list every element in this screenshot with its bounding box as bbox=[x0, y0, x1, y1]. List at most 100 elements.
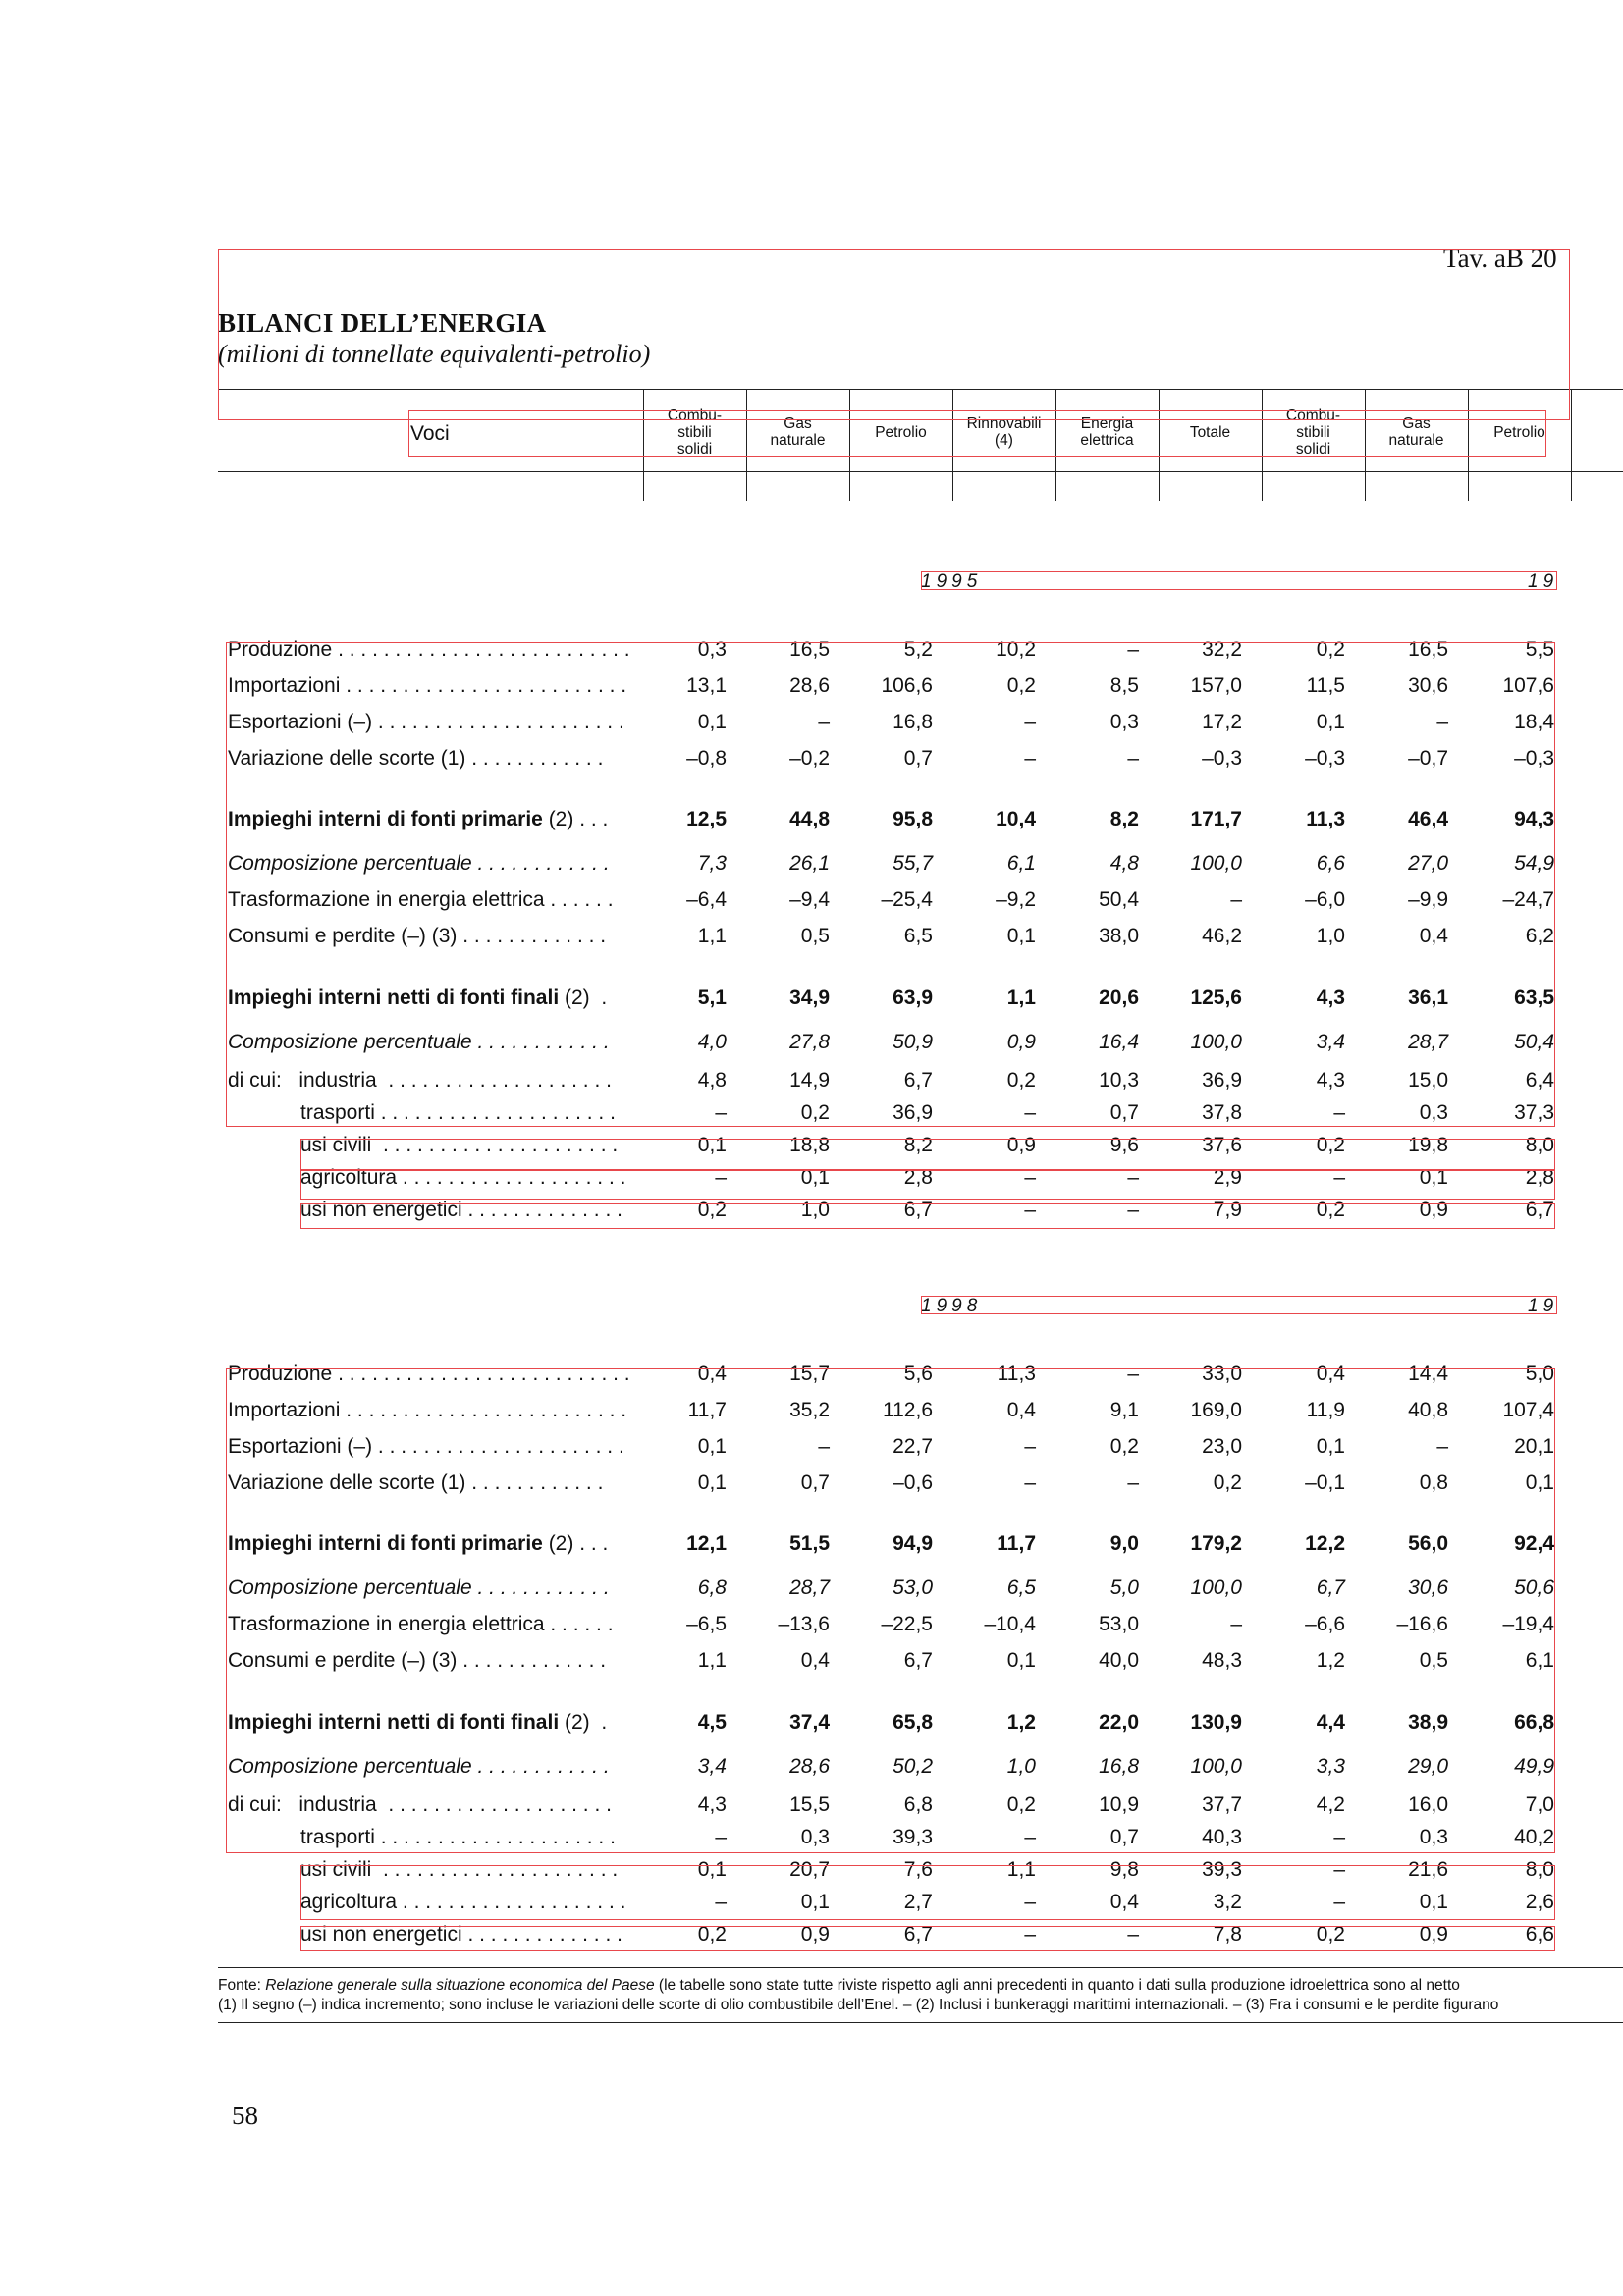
table-cell: 32,2 bbox=[1202, 638, 1242, 661]
region-box-row bbox=[300, 1139, 1555, 1170]
table-cell: – bbox=[1127, 1362, 1139, 1385]
table-cell: – bbox=[1333, 1166, 1345, 1189]
table-cell: 0,3 bbox=[697, 638, 727, 661]
table-cell: 6,7 bbox=[1316, 1576, 1345, 1599]
table-cell: 22,7 bbox=[893, 1435, 933, 1458]
table-cell: – bbox=[1436, 711, 1448, 733]
table-cell: 7,3 bbox=[697, 852, 727, 875]
row-label-leader: . . . . . . . . . . . . bbox=[471, 1031, 610, 1053]
table-cell: 3,3 bbox=[1316, 1755, 1345, 1778]
table-cell: 6,8 bbox=[697, 1576, 727, 1599]
table-cell: 8,0 bbox=[1525, 1858, 1554, 1881]
row-label-text: Impieghi interni di fonti primarie bbox=[228, 1532, 543, 1555]
table-cell: 11,9 bbox=[1306, 1399, 1345, 1421]
column-divider bbox=[1468, 389, 1469, 501]
row-label-text: Importazioni bbox=[228, 1399, 341, 1421]
table-cell: – bbox=[1127, 1471, 1139, 1494]
table-cell: 36,9 bbox=[1202, 1069, 1242, 1092]
table-cell: 0,2 bbox=[1006, 674, 1036, 697]
row-label-leader: . . . . . . . . . . . . . . . . . . . . … bbox=[332, 638, 630, 661]
table-cell: – bbox=[1024, 1826, 1036, 1848]
row-label: Importazioni . . . . . . . . . . . . . .… bbox=[228, 1399, 630, 1422]
table-cell: 4,3 bbox=[1316, 1069, 1345, 1092]
table-cell: 39,3 bbox=[1202, 1858, 1242, 1881]
table-cell: 11,3 bbox=[997, 1362, 1036, 1385]
table-cell: 0,1 bbox=[1316, 711, 1345, 733]
table-cell: –22,5 bbox=[881, 1613, 933, 1635]
column-divider bbox=[952, 389, 953, 501]
row-label: Esportazioni (–) . . . . . . . . . . . .… bbox=[228, 711, 630, 734]
row-label: usi civili . . . . . . . . . . . . . . .… bbox=[300, 1858, 630, 1882]
table-cell: – bbox=[1333, 1826, 1345, 1848]
row-label-leader: . . . . . . . . . . . . . . . . . . . . bbox=[376, 1069, 612, 1092]
row-label-text: agricoltura bbox=[300, 1891, 398, 1913]
table-cell: 63,9 bbox=[893, 987, 933, 1009]
table-cell: 169,0 bbox=[1190, 1399, 1242, 1421]
table-cell: 15,5 bbox=[789, 1793, 830, 1816]
table-cell: 50,4 bbox=[1514, 1031, 1554, 1053]
table-cell: 20,7 bbox=[789, 1858, 830, 1881]
table-cell: 0,1 bbox=[800, 1891, 830, 1913]
table-cell: – bbox=[818, 1435, 830, 1458]
table-cell: 2,8 bbox=[903, 1166, 933, 1189]
row-label: Impieghi interni netti di fonti finali (… bbox=[228, 987, 630, 1010]
table-cell: 0,7 bbox=[800, 1471, 830, 1494]
table-cell: 6,7 bbox=[903, 1649, 933, 1672]
table-cell: 6,6 bbox=[1525, 1923, 1554, 1946]
table-cell: 4,0 bbox=[697, 1031, 727, 1053]
table-cell: –0,8 bbox=[686, 747, 727, 770]
row-label-leader: . . . . . . . . . . . . . . . . . . . . … bbox=[332, 1362, 630, 1385]
table-cell: – bbox=[1436, 1435, 1448, 1458]
table-cell: 13,1 bbox=[686, 674, 727, 697]
row-label-text: Consumi e perdite (–) (3) bbox=[228, 925, 458, 947]
table-cell: 4,3 bbox=[697, 1793, 727, 1816]
table-cell: 5,5 bbox=[1525, 638, 1554, 661]
table-cell: 1,1 bbox=[697, 1649, 727, 1672]
table-cell: 18,4 bbox=[1514, 711, 1554, 733]
row-label: Produzione . . . . . . . . . . . . . . .… bbox=[228, 1362, 630, 1386]
table-cell: 100,0 bbox=[1190, 1755, 1242, 1778]
table-cell: 4,3 bbox=[1316, 987, 1345, 1009]
table-cell: 4,2 bbox=[1316, 1793, 1345, 1816]
table-cell: 53,0 bbox=[1099, 1613, 1139, 1635]
table-cell: 0,4 bbox=[800, 1649, 830, 1672]
table-cell: 27,8 bbox=[789, 1031, 830, 1053]
row-label: Composizione percentuale . . . . . . . .… bbox=[228, 1755, 630, 1779]
table-cell: 100,0 bbox=[1190, 852, 1242, 875]
page-title: BILANCI DELL’ENERGIA bbox=[218, 308, 547, 338]
table-cell: – bbox=[1024, 1471, 1036, 1494]
table-cell: 56,0 bbox=[1408, 1532, 1448, 1555]
row-label-note: (2) . bbox=[559, 987, 608, 1009]
block-year-right: 19 bbox=[1528, 571, 1559, 592]
table-cell: 40,3 bbox=[1202, 1826, 1242, 1848]
row-label: Consumi e perdite (–) (3) . . . . . . . … bbox=[228, 1649, 630, 1673]
row-label-leader: . . . . . . . . . . . . . . . . . . . . … bbox=[372, 711, 624, 733]
row-label-text: trasporti bbox=[300, 1101, 375, 1124]
table-cell: 29,0 bbox=[1408, 1755, 1448, 1778]
table-cell: –9,9 bbox=[1408, 888, 1448, 911]
table-cell: 0,3 bbox=[1109, 711, 1139, 733]
table-cell: –6,4 bbox=[686, 888, 727, 911]
table-cell: 55,7 bbox=[893, 852, 933, 875]
row-label: Trasformazione in energia elettrica . . … bbox=[228, 1613, 630, 1636]
table-cell: –16,6 bbox=[1396, 1613, 1448, 1635]
table-cell: –24,7 bbox=[1502, 888, 1554, 911]
region-box-header bbox=[408, 410, 1546, 457]
table-cell: –0,3 bbox=[1305, 747, 1345, 770]
row-label-note: (2) . . . bbox=[542, 1532, 609, 1555]
table-cell: 0,2 bbox=[1006, 1793, 1036, 1816]
row-label-text: trasporti bbox=[300, 1826, 375, 1848]
row-label-leader: . . . . . . . . . . . . . . . . . . . . … bbox=[374, 1101, 616, 1124]
table-cell: 16,8 bbox=[1099, 1755, 1139, 1778]
table-cell: 0,2 bbox=[1316, 1923, 1345, 1946]
row-label: agricoltura . . . . . . . . . . . . . . … bbox=[300, 1166, 630, 1190]
table-cell: 6,7 bbox=[903, 1923, 933, 1946]
region-box-block-1995 bbox=[226, 642, 1555, 1127]
table-cell: –0,6 bbox=[893, 1471, 933, 1494]
region-box-row bbox=[300, 1203, 1555, 1229]
table-cell: 10,3 bbox=[1099, 1069, 1139, 1092]
table-cell: 37,3 bbox=[1514, 1101, 1554, 1124]
table-cell: 63,5 bbox=[1514, 987, 1554, 1009]
table-cell: 38,9 bbox=[1408, 1711, 1448, 1734]
row-label-text: usi civili bbox=[300, 1858, 372, 1881]
